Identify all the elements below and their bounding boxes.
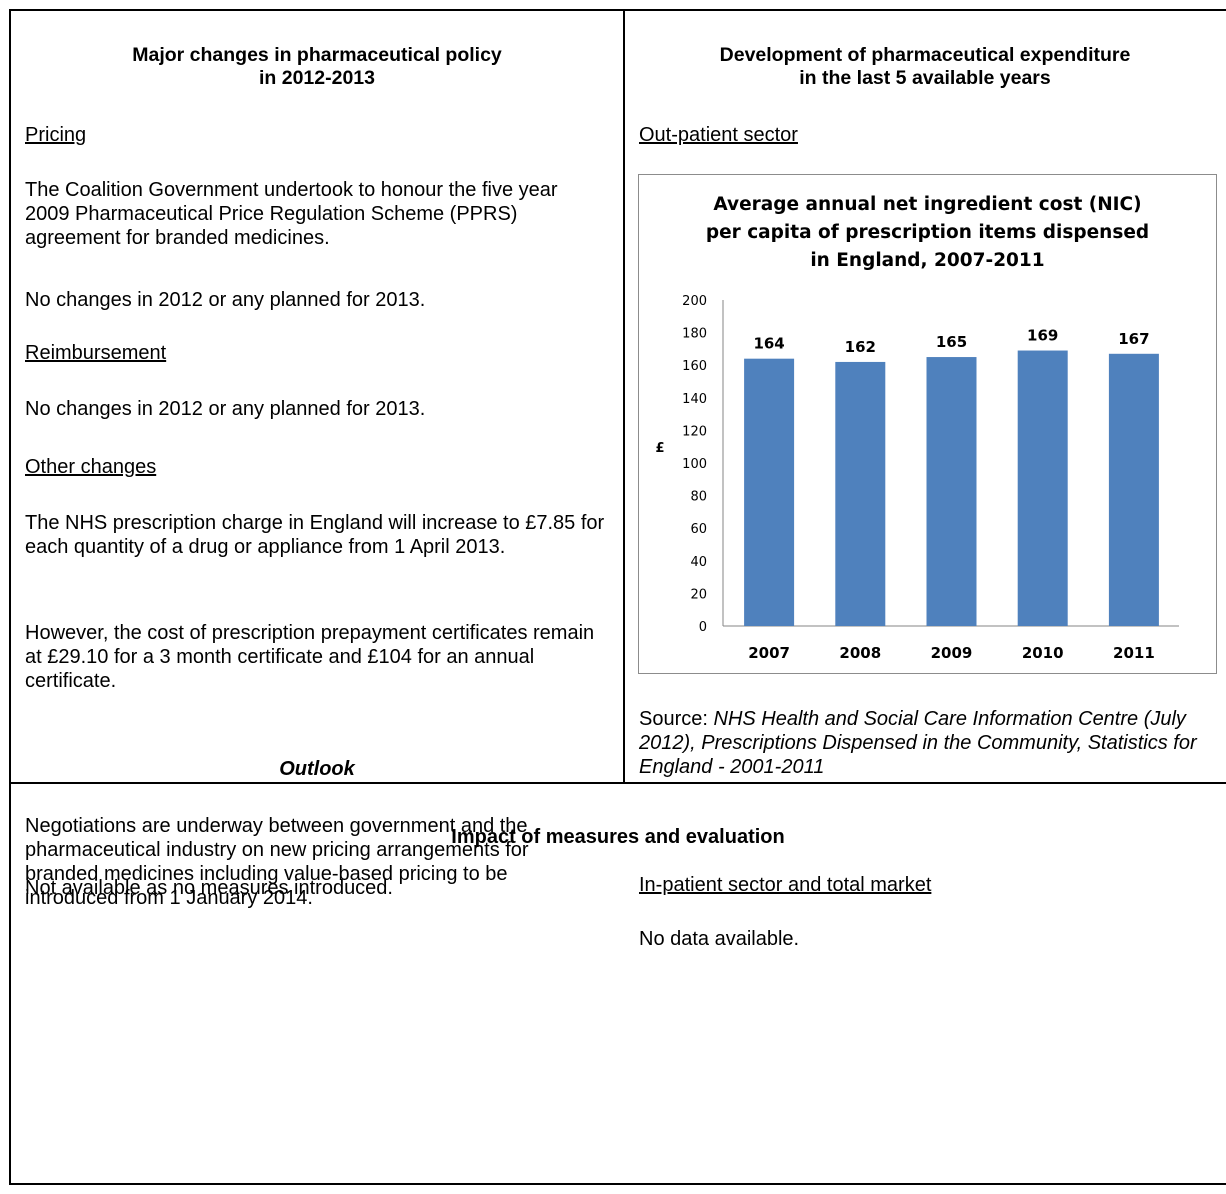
other-changes-heading: Other changes <box>25 456 157 478</box>
y-tick-label: 20 <box>690 587 707 602</box>
y-tick-label: 60 <box>690 522 707 537</box>
y-tick-label: 80 <box>690 490 707 505</box>
chart-title-line1: Average annual net ingredient cost (NIC) <box>713 194 1142 215</box>
x-tick-label: 2008 <box>839 644 881 662</box>
chart-source: Source: NHS Health and Social Care Infor… <box>639 707 1209 779</box>
data-label: 169 <box>1027 327 1058 345</box>
y-tick-label: 140 <box>682 392 707 407</box>
column-divider <box>623 9 625 783</box>
right-title-line1: Development of pharmaceutical expenditur… <box>719 44 1131 66</box>
y-tick-label: 120 <box>682 424 707 439</box>
x-tick-label: 2010 <box>1022 644 1064 662</box>
impact-title: Impact of measures and evaluation <box>451 826 785 848</box>
x-tick-label: 2011 <box>1113 644 1155 662</box>
chart-title: Average annual net ingredient cost (NIC)… <box>639 191 1216 275</box>
y-tick-label: 100 <box>682 457 707 472</box>
chart-plot: 0 20 40 60 80 100 120 140 160 180 200 £164 2007 162 20… <box>655 294 1179 662</box>
chart-title-line2: per capita of prescription items dispens… <box>705 222 1150 243</box>
impact-text: Not available as no measures introduced. <box>25 877 393 899</box>
pricing-paragraph-1: The Coalition Government undertook to ho… <box>25 179 558 249</box>
outlook-paragraph: Negotiations are underway between govern… <box>25 815 529 909</box>
inpatient-text: No data available. <box>639 928 800 950</box>
pricing-paragraph-2: No changes in 2012 or any planned for 20… <box>25 289 426 311</box>
bar <box>1017 350 1068 626</box>
y-tick-label: 180 <box>682 327 707 342</box>
reimbursement-heading: Reimbursement <box>25 342 167 364</box>
section-divider <box>9 782 1226 784</box>
y-axis-label: £ <box>655 441 664 456</box>
bar <box>1108 353 1159 626</box>
expenditure-chart: Average annual net ingredient cost (NIC)… <box>638 174 1217 674</box>
y-tick-label: 200 <box>682 294 707 309</box>
data-label: 164 <box>753 335 784 353</box>
outlook-heading: Outlook <box>279 758 355 780</box>
chart-title-line3: in England, 2007-2011 <box>810 250 1045 271</box>
left-title-line2: in 2012-2013 <box>258 67 375 89</box>
inpatient-heading: In-patient sector and total market <box>639 874 932 896</box>
y-tick-label: 0 <box>699 620 707 635</box>
y-tick-label: 160 <box>682 359 707 374</box>
bar <box>835 361 886 626</box>
y-tick-label: 40 <box>690 555 707 570</box>
source-text: NHS Health and Social Care Information C… <box>639 708 1197 778</box>
x-tick-label: 2007 <box>748 644 790 662</box>
bar <box>744 358 795 626</box>
outpatient-heading: Out-patient sector <box>639 124 798 146</box>
source-label: Source: <box>639 708 708 730</box>
right-column-title: Development of pharmaceutical expenditur… <box>625 44 1225 90</box>
x-tick-label: 2009 <box>931 644 973 662</box>
other-changes-paragraph-2: However, the cost of prescription prepay… <box>25 622 595 692</box>
document-frame <box>9 9 1226 1185</box>
left-title-line1: Major changes in pharmaceutical policy <box>132 44 502 66</box>
other-changes-paragraph-1: The NHS prescription charge in England w… <box>25 512 605 558</box>
data-label: 165 <box>936 333 967 351</box>
reimbursement-paragraph: No changes in 2012 or any planned for 20… <box>25 398 426 420</box>
left-column-title: Major changes in pharmaceutical policy i… <box>12 44 622 90</box>
data-label: 162 <box>845 338 876 356</box>
data-label: 167 <box>1118 330 1149 348</box>
right-title-line2: in the last 5 available years <box>799 67 1051 89</box>
pricing-heading: Pricing <box>25 124 87 146</box>
bar <box>926 357 977 626</box>
